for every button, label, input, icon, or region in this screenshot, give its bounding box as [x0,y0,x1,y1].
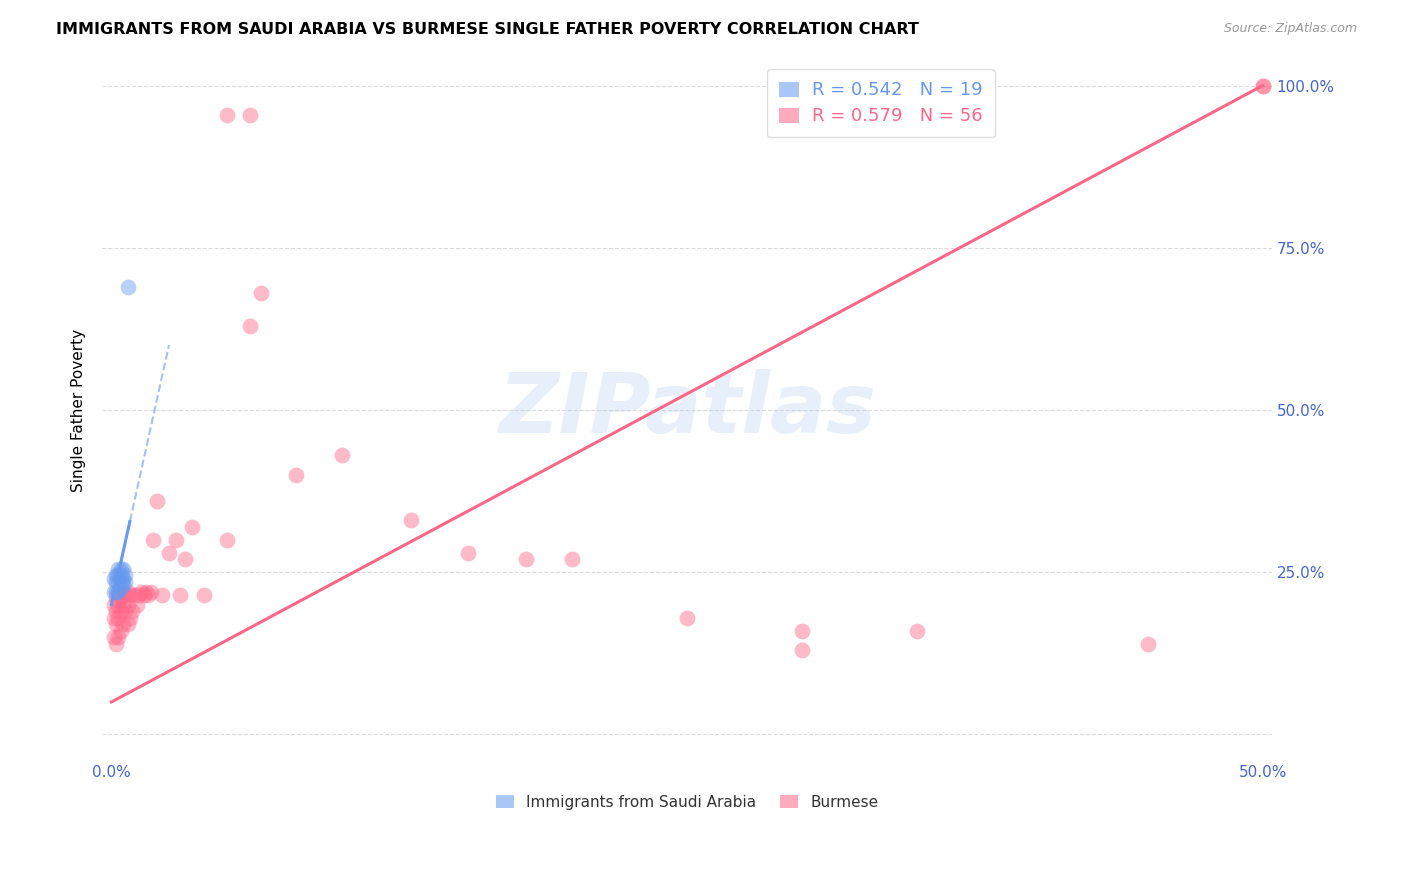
Point [105,568,128,582]
Point [132,588,155,602]
Point [110,591,132,606]
Text: Source: ZipAtlas.com: Source: ZipAtlas.com [1223,22,1357,36]
Point [128,588,150,602]
Point [110,574,132,589]
Point [117,598,139,612]
Point [136,588,159,602]
Point [105,617,128,632]
Point [135,584,157,599]
Point [1136,637,1159,651]
Point [114,604,136,618]
Legend: Immigrants from Saudi Arabia, Burmese: Immigrants from Saudi Arabia, Burmese [489,789,884,816]
Point [107,568,129,582]
Point [125,598,148,612]
Point [561,552,583,566]
Point [1251,78,1274,93]
Y-axis label: Single Father Poverty: Single Father Poverty [72,328,86,491]
Point [105,584,128,599]
Point [114,568,136,582]
Point [169,588,191,602]
Point [117,617,139,632]
Point [107,584,129,599]
Point [107,574,129,589]
Point [105,604,128,618]
Point [107,630,129,644]
Point [103,584,125,599]
Point [118,588,141,602]
Point [110,604,132,618]
Point [250,286,273,301]
Point [111,562,134,576]
Point [105,637,128,651]
Point [111,572,134,586]
Point [142,533,165,547]
Point [124,588,146,602]
Point [111,598,134,612]
Point [792,643,814,657]
Point [103,610,125,624]
Point [103,572,125,586]
Point [146,493,169,508]
Point [215,533,238,547]
Point [330,449,353,463]
Point [114,588,136,602]
Point [131,584,153,599]
Point [284,467,307,482]
Point [110,624,132,638]
Point [457,546,479,560]
Point [905,624,928,638]
Point [107,598,129,612]
Point [107,562,129,576]
Point [110,582,132,596]
Point [117,584,139,599]
Point [110,562,132,576]
Text: ZIPatlas: ZIPatlas [498,369,876,450]
Point [515,552,537,566]
Point [117,279,139,293]
Point [118,610,141,624]
Point [103,598,125,612]
Point [103,630,125,644]
Point [110,568,132,582]
Point [121,604,143,618]
Point [105,574,128,589]
Point [107,584,129,599]
Point [193,588,215,602]
Point [157,546,180,560]
Point [239,318,262,333]
Point [114,574,136,589]
Point [1251,78,1274,93]
Point [215,108,238,122]
Point [150,588,173,602]
Point [139,584,162,599]
Point [165,533,187,547]
Point [111,584,134,599]
Point [174,552,197,566]
Point [111,578,134,592]
Point [239,108,262,122]
Point [105,591,128,606]
Point [107,610,129,624]
Point [676,610,699,624]
Point [111,617,134,632]
Point [181,520,204,534]
Text: IMMIGRANTS FROM SAUDI ARABIA VS BURMESE SINGLE FATHER POVERTY CORRELATION CHART: IMMIGRANTS FROM SAUDI ARABIA VS BURMESE … [56,22,920,37]
Point [792,624,814,638]
Point [399,513,422,527]
